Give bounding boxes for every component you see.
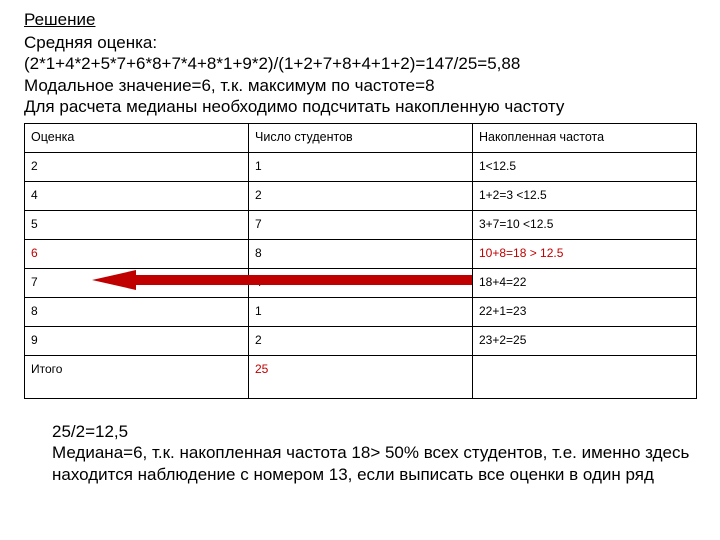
table-row-highlight: 6 8 10+8=18 > 12.5 — [25, 240, 697, 269]
cell-cum: 1<12.5 — [473, 153, 697, 182]
cell-cum: 22+1=23 — [473, 298, 697, 327]
cell-grade: 9 — [25, 327, 249, 356]
cell-count: 4 — [249, 269, 473, 298]
half-n-line: 25/2=12,5 — [52, 421, 696, 442]
table-header-row: Оценка Число студентов Накопленная часто… — [25, 124, 697, 153]
table-row: 5 7 3+7=10 <12.5 — [25, 211, 697, 240]
table-row: 8 1 22+1=23 — [25, 298, 697, 327]
cell-cum: 1+2=3 <12.5 — [473, 182, 697, 211]
cell-cum: 10+8=18 > 12.5 — [473, 240, 697, 269]
col-grade: Оценка — [25, 124, 249, 153]
cell-cum: 3+7=10 <12.5 — [473, 211, 697, 240]
table-row: 7 4 18+4=22 — [25, 269, 697, 298]
cell-grade: 6 — [25, 240, 249, 269]
cell-grade: 8 — [25, 298, 249, 327]
frequency-table: Оценка Число студентов Накопленная часто… — [24, 123, 697, 399]
median-conclusion: Медиана=6, т.к. накопленная частота 18> … — [52, 442, 696, 485]
cell-grade: 5 — [25, 211, 249, 240]
solution-title: Решение — [24, 10, 696, 30]
cell-cum: 23+2=25 — [473, 327, 697, 356]
cell-count: 1 — [249, 153, 473, 182]
mean-formula: (2*1+4*2+5*7+6*8+7*4+8*1+9*2)/(1+2+7+8+4… — [24, 53, 696, 74]
table-row: 9 2 23+2=25 — [25, 327, 697, 356]
col-cumulative: Накопленная частота — [473, 124, 697, 153]
cell-grade: 7 — [25, 269, 249, 298]
col-count: Число студентов — [249, 124, 473, 153]
cell-grade: 2 — [25, 153, 249, 182]
cell-count: 2 — [249, 327, 473, 356]
mean-label: Средняя оценка: — [24, 32, 696, 53]
table-row: 2 1 1<12.5 — [25, 153, 697, 182]
table-row: 4 2 1+2=3 <12.5 — [25, 182, 697, 211]
cell-cum: 18+4=22 — [473, 269, 697, 298]
cell-count: 1 — [249, 298, 473, 327]
table-body: 2 1 1<12.5 4 2 1+2=3 <12.5 5 7 3+7=10 <1… — [25, 153, 697, 399]
mode-line: Модальное значение=6, т.к. максимум по ч… — [24, 75, 696, 96]
cell-count: 2 — [249, 182, 473, 211]
cell-total-empty — [473, 356, 697, 399]
median-intro: Для расчета медианы необходимо подсчитат… — [24, 96, 696, 117]
table-row-total: Итого 25 — [25, 356, 697, 399]
frequency-table-wrap: Оценка Число студентов Накопленная часто… — [24, 123, 696, 399]
cell-total-label: Итого — [25, 356, 249, 399]
cell-grade: 4 — [25, 182, 249, 211]
cell-count: 8 — [249, 240, 473, 269]
cell-count: 7 — [249, 211, 473, 240]
cell-total-value: 25 — [249, 356, 473, 399]
